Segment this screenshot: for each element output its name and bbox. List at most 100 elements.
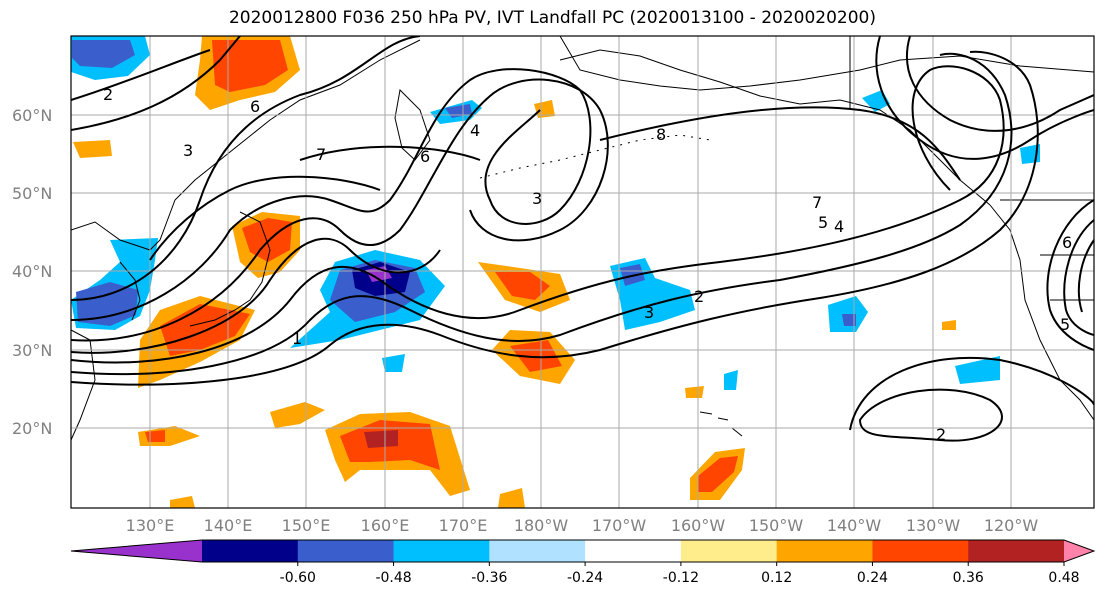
contour-label: 8 bbox=[656, 125, 666, 144]
asia-coastline bbox=[71, 39, 421, 251]
positive-anomaly-region bbox=[498, 488, 525, 508]
contour-line bbox=[149, 175, 381, 261]
colorbar-extend-high bbox=[1064, 540, 1094, 562]
lat-label: 40°N bbox=[12, 262, 52, 281]
colorbar-outline bbox=[70, 539, 1096, 563]
latitude-labels: 60°N 50°N 40°N 30°N 20°N bbox=[12, 106, 52, 438]
negative-anomaly-region bbox=[76, 282, 138, 326]
colorbar-segment bbox=[297, 540, 395, 562]
colorbar-tick-label: 0.36 bbox=[953, 570, 984, 586]
contour-line bbox=[71, 78, 609, 342]
lon-label: 130°E bbox=[126, 516, 175, 535]
contour-line bbox=[905, 36, 1094, 132]
contour-label: 6 bbox=[1062, 233, 1072, 252]
contour-line bbox=[875, 36, 1094, 160]
lon-label: 150°E bbox=[282, 516, 331, 535]
contour-label-group: 2 3 7 6 4 6 3 8 7 5 4 1 3 2 2 6 5 bbox=[103, 85, 1072, 444]
contour-line bbox=[1077, 239, 1094, 313]
colorbar-extend-low bbox=[71, 540, 202, 562]
positive-anomaly-region bbox=[170, 496, 195, 508]
contour-line bbox=[71, 36, 241, 131]
lon-label: 120°W bbox=[984, 516, 1039, 535]
colorbar-segment bbox=[393, 540, 490, 562]
contour-label: 3 bbox=[183, 141, 193, 160]
positive-anomaly-region bbox=[942, 320, 956, 330]
lat-label: 20°N bbox=[12, 419, 52, 438]
contour-label: 5 bbox=[1060, 315, 1070, 334]
colorbar-tick-label: 0.12 bbox=[761, 570, 792, 586]
positive-anomaly-region bbox=[212, 40, 288, 92]
negative-anomaly-region bbox=[724, 370, 738, 390]
contour-line bbox=[71, 50, 1039, 386]
north-america-coastline bbox=[989, 204, 1094, 421]
negative-anomaly-region bbox=[955, 356, 1000, 384]
negative-anomaly-region bbox=[842, 314, 856, 326]
gridlines bbox=[71, 36, 1094, 508]
contour-line bbox=[71, 52, 1013, 376]
map-panel: 2 3 7 6 4 6 3 8 7 5 4 1 3 2 2 6 5 bbox=[71, 36, 1094, 508]
colorbar: -0.60 -0.48 -0.36 -0.24 -0.12 0.12 0.24 0.36 0.4… bbox=[70, 539, 1096, 586]
lat-label: 60°N bbox=[12, 106, 52, 125]
china-coastline bbox=[71, 329, 96, 441]
lon-label: 160°W bbox=[671, 516, 726, 535]
positive-anomaly-region bbox=[270, 402, 325, 428]
map-title: 2020012800 F036 250 hPa PV, IVT Landfall… bbox=[228, 8, 876, 28]
contour-label: 6 bbox=[420, 147, 430, 166]
longitude-labels: 130°E 140°E 150°E 160°E 170°E 180°W 170°… bbox=[126, 516, 1039, 535]
state-borders bbox=[849, 36, 1094, 301]
contour-label: 1 bbox=[292, 329, 302, 348]
positive-anomaly-region bbox=[495, 272, 550, 300]
contour-label: 2 bbox=[694, 287, 704, 306]
contour-line bbox=[71, 36, 421, 301]
lat-label: 30°N bbox=[12, 341, 52, 360]
japan-coastline bbox=[189, 211, 271, 327]
lon-label: 160°E bbox=[361, 516, 410, 535]
lon-label: 150°W bbox=[749, 516, 804, 535]
map-frame bbox=[70, 35, 1095, 509]
colorbar-tick-label: -0.60 bbox=[280, 570, 316, 586]
contour-label: 3 bbox=[532, 189, 542, 208]
contour-label: 4 bbox=[834, 217, 844, 236]
contour-label: 5 bbox=[818, 213, 828, 232]
contour-line bbox=[858, 388, 1003, 442]
positive-anomaly-region bbox=[698, 456, 738, 492]
contour-line bbox=[71, 68, 592, 321]
pv-contours bbox=[71, 36, 1094, 442]
colorbar-tick-label: 0.24 bbox=[857, 570, 888, 586]
contour-label: 6 bbox=[250, 97, 260, 116]
lon-label: 130°W bbox=[906, 516, 961, 535]
positive-anomaly-region bbox=[242, 218, 292, 262]
positive-anomaly-region bbox=[73, 140, 112, 158]
positive-anomaly-region bbox=[145, 430, 165, 442]
contour-label: 7 bbox=[812, 193, 822, 212]
colorbar-segment bbox=[202, 540, 299, 562]
contour-line bbox=[1063, 219, 1094, 336]
lon-label: 170°E bbox=[439, 516, 488, 535]
contour-label: 2 bbox=[103, 85, 113, 104]
colorbar-segment bbox=[680, 540, 778, 562]
positive-anomaly-region bbox=[510, 340, 562, 372]
colorbar-segment bbox=[968, 540, 1065, 562]
negative-anomaly-region bbox=[72, 40, 135, 68]
positive-anomaly-region bbox=[685, 386, 704, 398]
lon-label: 170°W bbox=[592, 516, 647, 535]
colorbar-segment bbox=[776, 540, 873, 562]
lon-label: 140°E bbox=[204, 516, 253, 535]
colorbar-tick-label: -0.36 bbox=[471, 570, 507, 586]
alaska-coastline bbox=[559, 49, 991, 206]
contour-label: 7 bbox=[316, 145, 326, 164]
lon-label: 180°W bbox=[514, 516, 569, 535]
contour-line bbox=[599, 106, 961, 181]
contour-label: 4 bbox=[470, 121, 480, 140]
contour-line bbox=[849, 356, 1094, 431]
contour-line bbox=[299, 145, 481, 161]
contour-line bbox=[71, 49, 211, 101]
colorbar-segment bbox=[489, 540, 586, 562]
colorbar-tick-label: -0.48 bbox=[375, 570, 411, 586]
colorbar-tick-label: 0.48 bbox=[1048, 570, 1079, 586]
colorbar-segment bbox=[585, 540, 682, 562]
hawaii-islands bbox=[699, 411, 743, 437]
colorbar-tick-label: -0.12 bbox=[663, 570, 699, 586]
contour-line bbox=[71, 65, 1005, 364]
